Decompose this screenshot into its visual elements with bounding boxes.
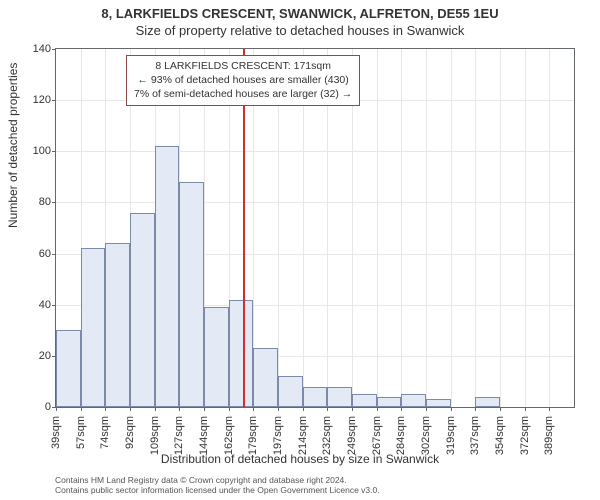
chart-title-main: 8, LARKFIELDS CRESCENT, SWANWICK, ALFRET…: [0, 0, 600, 21]
x-tick-label: 354sqm: [494, 412, 506, 455]
grid-line-h: [56, 151, 574, 152]
x-tick-mark: [253, 407, 254, 411]
footer-line-1: Contains HM Land Registry data © Crown c…: [55, 475, 380, 486]
grid-line-v: [426, 49, 427, 407]
chart-container: 8, LARKFIELDS CRESCENT, SWANWICK, ALFRET…: [0, 0, 600, 500]
x-tick-mark: [179, 407, 180, 411]
x-tick-label: 337sqm: [469, 412, 481, 455]
x-tick-mark: [500, 407, 501, 411]
grid-line-v: [500, 49, 501, 407]
x-tick-label: 144sqm: [198, 412, 210, 455]
grid-line-v: [549, 49, 550, 407]
histogram-bar: [229, 300, 254, 407]
info-line-2: ← 93% of detached houses are smaller (43…: [134, 73, 352, 87]
y-tick-mark: [52, 100, 56, 101]
x-tick-mark: [327, 407, 328, 411]
x-tick-label: 197sqm: [272, 412, 284, 455]
x-tick-mark: [525, 407, 526, 411]
x-tick-label: 302sqm: [420, 412, 432, 455]
histogram-bar: [204, 307, 229, 407]
plot-area: 02040608010012014039sqm57sqm74sqm92sqm10…: [55, 48, 575, 408]
x-tick-label: 284sqm: [395, 412, 407, 455]
histogram-bar: [303, 387, 328, 407]
info-line-3: 7% of semi-detached houses are larger (3…: [134, 87, 352, 101]
grid-line-v: [451, 49, 452, 407]
footer-line-2: Contains public sector information licen…: [55, 485, 380, 496]
histogram-bar: [278, 376, 303, 407]
x-tick-mark: [451, 407, 452, 411]
histogram-bar: [401, 394, 426, 407]
histogram-bar: [130, 213, 155, 407]
histogram-bar: [352, 394, 377, 407]
footer-attribution: Contains HM Land Registry data © Crown c…: [55, 475, 380, 496]
x-tick-mark: [549, 407, 550, 411]
x-tick-label: 92sqm: [124, 412, 136, 449]
histogram-bar: [81, 248, 106, 407]
y-tick-mark: [52, 254, 56, 255]
x-tick-mark: [56, 407, 57, 411]
y-tick-mark: [52, 202, 56, 203]
histogram-bar: [155, 146, 180, 407]
x-tick-mark: [401, 407, 402, 411]
x-tick-label: 389sqm: [543, 412, 555, 455]
histogram-bar: [475, 397, 500, 407]
x-tick-mark: [426, 407, 427, 411]
grid-line-v: [475, 49, 476, 407]
y-tick-mark: [52, 151, 56, 152]
histogram-bar: [56, 330, 81, 407]
x-tick-mark: [229, 407, 230, 411]
info-box: 8 LARKFIELDS CRESCENT: 171sqm ← 93% of d…: [126, 55, 360, 106]
x-tick-label: 162sqm: [223, 412, 235, 455]
y-tick-mark: [52, 305, 56, 306]
x-tick-mark: [105, 407, 106, 411]
x-tick-label: 267sqm: [371, 412, 383, 455]
x-tick-label: 57sqm: [75, 412, 87, 449]
histogram-bar: [105, 243, 130, 407]
x-tick-label: 372sqm: [519, 412, 531, 455]
x-tick-label: 109sqm: [149, 412, 161, 455]
x-tick-label: 39sqm: [50, 412, 62, 449]
grid-line-v: [377, 49, 378, 407]
y-tick-mark: [52, 49, 56, 50]
histogram-bar: [327, 387, 352, 407]
x-tick-label: 127sqm: [173, 412, 185, 455]
grid-line-v: [525, 49, 526, 407]
histogram-bar: [179, 182, 204, 407]
x-tick-label: 74sqm: [99, 412, 111, 449]
info-line-1: 8 LARKFIELDS CRESCENT: 171sqm: [134, 59, 352, 73]
x-tick-mark: [303, 407, 304, 411]
x-tick-mark: [204, 407, 205, 411]
histogram-bar: [377, 397, 402, 407]
x-tick-label: 179sqm: [247, 412, 259, 455]
x-tick-mark: [377, 407, 378, 411]
chart-title-sub: Size of property relative to detached ho…: [0, 21, 600, 38]
y-axis-label: Number of detached properties: [6, 63, 20, 228]
x-tick-mark: [155, 407, 156, 411]
grid-line-h: [56, 202, 574, 203]
x-tick-label: 214sqm: [297, 412, 309, 455]
x-tick-mark: [278, 407, 279, 411]
x-tick-label: 232sqm: [321, 412, 333, 455]
x-tick-mark: [352, 407, 353, 411]
x-axis-label: Distribution of detached houses by size …: [0, 452, 600, 466]
x-tick-mark: [475, 407, 476, 411]
histogram-bar: [253, 348, 278, 407]
grid-line-v: [401, 49, 402, 407]
x-tick-mark: [81, 407, 82, 411]
histogram-bar: [426, 399, 451, 407]
x-tick-mark: [130, 407, 131, 411]
x-tick-label: 319sqm: [445, 412, 457, 455]
x-tick-label: 249sqm: [346, 412, 358, 455]
